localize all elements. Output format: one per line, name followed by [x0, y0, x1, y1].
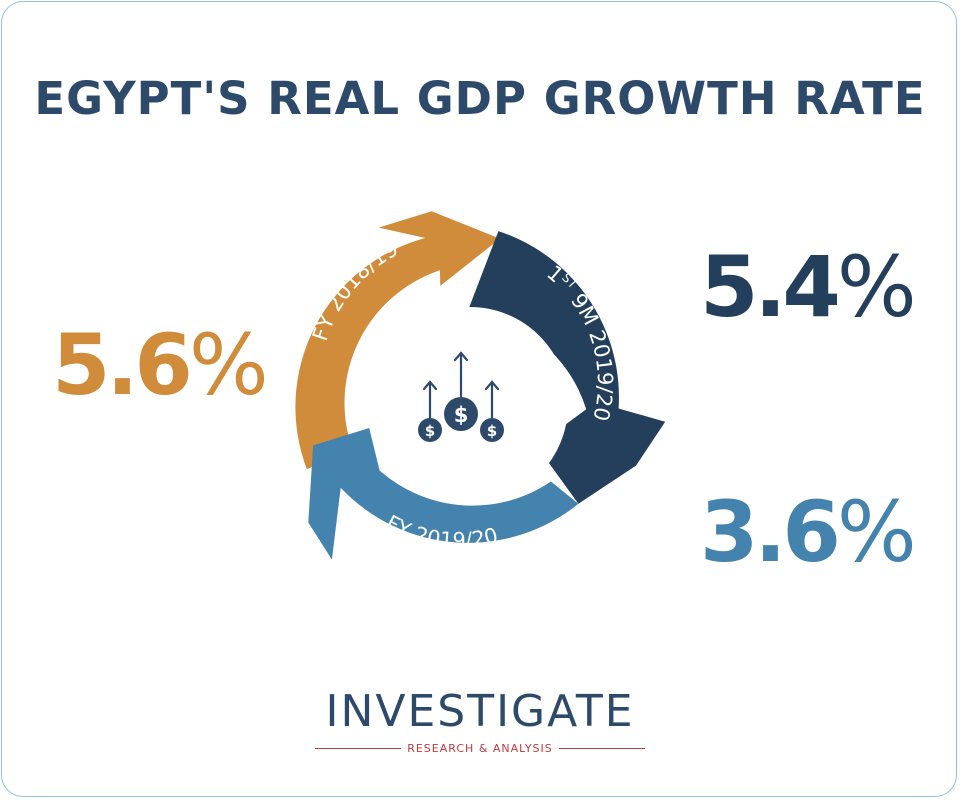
logo-brand: INVESTIGATE — [325, 686, 635, 737]
value-number: 5.4 — [700, 238, 841, 336]
value-label-fy-2018-19: 5.6% — [52, 323, 269, 407]
value-number: 3.6 — [700, 483, 841, 581]
chart-title: EGYPT'S REAL GDP GROWTH RATE — [34, 72, 926, 125]
svg-text:$: $ — [454, 403, 469, 427]
value-label-1st-9m-2019-20: 5.4% — [700, 245, 917, 329]
value-label-fy-2019-20: 3.6% — [700, 490, 917, 574]
cycle-arrow-fy-2019-20 — [308, 428, 579, 560]
value-number: 5.6 — [52, 316, 193, 414]
svg-text:$: $ — [425, 422, 435, 440]
svg-text:$: $ — [487, 422, 497, 440]
value-unit: % — [836, 483, 917, 581]
divider-right — [558, 747, 645, 750]
cycle-arrow-1st-9m-2019-20 — [467, 231, 666, 504]
divider-left — [315, 747, 402, 750]
logo-tagline: RESEARCH & ANALYSIS — [407, 742, 553, 755]
value-unit: % — [188, 316, 269, 414]
investigate-logo: INVESTIGATE RESEARCH & ANALYSIS — [0, 690, 960, 755]
money-growth-icon: $ $ $ — [418, 351, 504, 442]
cycle-arrow-fy-2018-19 — [295, 211, 500, 470]
value-unit: % — [836, 238, 917, 336]
logo-tagline-row: RESEARCH & ANALYSIS — [0, 742, 960, 755]
